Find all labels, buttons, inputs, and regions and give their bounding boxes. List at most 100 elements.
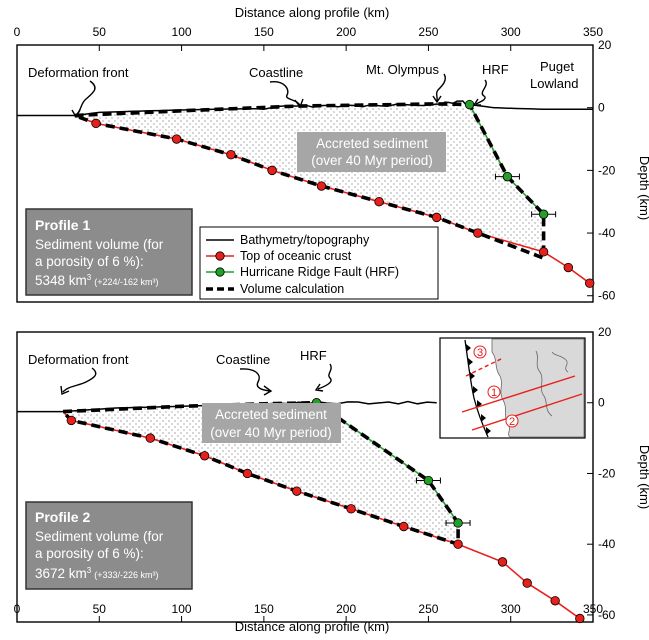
crust-point bbox=[66, 415, 77, 426]
depth-tick-label: -40 bbox=[598, 537, 616, 551]
arrow-mt-olympus bbox=[435, 73, 447, 102]
inset-label-3-circle bbox=[473, 345, 487, 359]
panel-2-depth-ticks: 20 0 -20 -40 -60 bbox=[587, 325, 616, 622]
infobox-1-range: (+224/-162 km³) bbox=[94, 277, 158, 287]
crust-point bbox=[497, 557, 508, 567]
inset-trench bbox=[464, 339, 489, 438]
bottom-tick-label: 200 bbox=[336, 602, 356, 616]
arrowhead-deformation-front-2 bbox=[60, 385, 70, 396]
infobox-2-title: Profile 2 bbox=[35, 509, 90, 525]
inset-profile-2-line bbox=[471, 393, 583, 431]
depth-label-2: Depth (km) bbox=[637, 445, 649, 509]
crust-point bbox=[316, 181, 327, 191]
label-mt-olympus: Mt. Olympus bbox=[366, 62, 439, 77]
hrf-point bbox=[502, 171, 513, 182]
legend-label-hrf: Hurricane Ridge Fault (HRF) bbox=[240, 265, 399, 279]
trench-tooth bbox=[486, 427, 491, 435]
inset-label-2-circle bbox=[505, 414, 519, 428]
crust-point bbox=[585, 278, 595, 288]
sediment-area bbox=[63, 402, 459, 545]
infobox-1-line1: Sediment volume (for bbox=[35, 237, 164, 252]
label-hrf-2: HRF bbox=[300, 348, 327, 363]
bottom-tick-label: 250 bbox=[418, 602, 438, 616]
sediment-label-1b: (over 40 Myr period) bbox=[311, 153, 433, 168]
crust-point bbox=[522, 578, 532, 588]
trench-tooth bbox=[481, 414, 486, 422]
legend-box bbox=[199, 226, 439, 300]
crust-point bbox=[453, 539, 463, 549]
arrowhead-coastline-1 bbox=[294, 98, 304, 109]
arrow-deformation-front-2 bbox=[62, 367, 97, 393]
infobox-2-range: (+333/-226 km³) bbox=[94, 570, 158, 580]
inset-trench-teeth bbox=[466, 344, 491, 435]
inset-label-2: 2 bbox=[509, 416, 515, 428]
label-deformation-front-1: Deformation front bbox=[28, 65, 129, 80]
crust-point bbox=[226, 149, 236, 160]
crust-point bbox=[550, 596, 560, 606]
inset-label-1: 1 bbox=[491, 387, 497, 399]
crust-point bbox=[267, 165, 277, 176]
top-axis-ticks: 0 50 100 150 200 250 300 350 bbox=[14, 25, 603, 51]
arrowhead-mt-olympus bbox=[432, 95, 442, 104]
depth-tick-label: -20 bbox=[598, 466, 616, 480]
crust-point bbox=[575, 613, 585, 624]
inset-profile-1-line bbox=[461, 375, 576, 413]
hrf-point bbox=[464, 99, 475, 110]
panel-2: 200-20-40-60 Deformation front Coastline… bbox=[16, 325, 616, 624]
arrowhead-hrf-2 bbox=[314, 383, 324, 392]
depth-tick-label: 0 bbox=[598, 396, 605, 410]
top-tick-label: 350 bbox=[583, 25, 603, 39]
crust-point bbox=[171, 134, 182, 144]
infobox-profile-1 bbox=[25, 208, 193, 296]
panel-1-depth-ticks: 20 0 -20 -40 -60 bbox=[587, 38, 616, 303]
trench-tooth bbox=[477, 400, 482, 408]
crust-point bbox=[199, 451, 210, 461]
depth-tick-label: -40 bbox=[598, 226, 616, 240]
infobox-2-value-sup: 3 bbox=[87, 566, 92, 575]
legend-swatch-crust-marker bbox=[215, 251, 225, 261]
trench-tooth bbox=[470, 372, 475, 380]
label-puget-2: Lowland bbox=[530, 76, 578, 91]
infobox-2-value-number: 3672 km bbox=[35, 566, 87, 581]
infobox-1-line2: a porosity of 6 %): bbox=[35, 254, 144, 269]
infobox-1-value-number: 5348 km bbox=[35, 273, 87, 288]
crust-point bbox=[399, 521, 409, 532]
arrow-coastline-1 bbox=[269, 81, 301, 107]
trench-tooth bbox=[468, 358, 473, 366]
infobox-profile-2 bbox=[25, 501, 193, 590]
hrf-point bbox=[538, 209, 549, 219]
panel-1-frame bbox=[16, 44, 594, 303]
inset-map: 1 2 3 bbox=[439, 337, 586, 439]
bottom-tick-label: 350 bbox=[583, 602, 603, 616]
legend-swatch-hrf-marker bbox=[215, 267, 225, 277]
arrow-coastline-2 bbox=[239, 368, 271, 392]
infobox-1-title: Profile 1 bbox=[35, 217, 90, 233]
arrowhead-coastline-2 bbox=[263, 385, 273, 396]
bottom-axis-title: Distance along profile (km) bbox=[235, 619, 390, 634]
crust-point bbox=[473, 228, 483, 238]
crust-point bbox=[292, 486, 302, 496]
bottom-tick-label: 100 bbox=[172, 602, 192, 616]
sediment-label-bg-1 bbox=[297, 132, 446, 172]
legend-label-bathymetry: Bathymetry/topography bbox=[240, 233, 370, 247]
bottom-axis-ticks: 0 50 100 150 200 250 300 350 bbox=[14, 602, 603, 622]
hrf-point bbox=[453, 518, 463, 528]
top-tick-label: 150 bbox=[254, 25, 274, 39]
depth-tick-label: -60 bbox=[598, 289, 616, 303]
legend-item-hrf: Hurricane Ridge Fault (HRF) bbox=[206, 265, 399, 279]
depth-label-1: Depth (km) bbox=[637, 156, 649, 220]
legend-item-bathymetry: Bathymetry/topography bbox=[206, 233, 370, 247]
panel-2-frame bbox=[16, 331, 594, 623]
infobox-2-line1: Sediment volume (for bbox=[35, 529, 164, 544]
infobox-2-line2: a porosity of 6 %): bbox=[35, 546, 144, 561]
legend-item-crust: Top of oceanic crust bbox=[206, 249, 352, 263]
panel-1: 20 0 -20 -40 -60 Deformation front Coastline… bbox=[16, 38, 616, 303]
top-tick-label: 250 bbox=[418, 25, 438, 39]
depth-tick-label: 20 bbox=[598, 38, 612, 52]
crust-point bbox=[346, 504, 356, 514]
crust-point bbox=[431, 212, 442, 223]
sediment-label-2a: Accreted sediment bbox=[215, 407, 327, 422]
depth-tick-label: 0 bbox=[598, 101, 605, 115]
